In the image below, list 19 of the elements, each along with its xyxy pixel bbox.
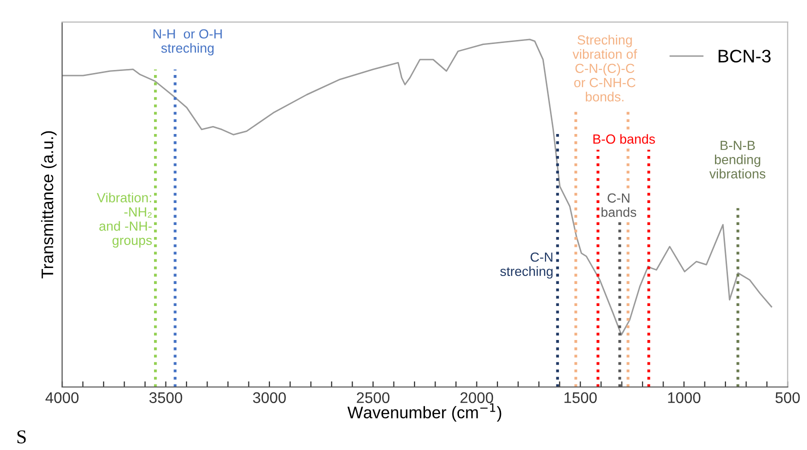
x-tick-label: 500	[776, 392, 800, 404]
x-tick-label: 1500	[564, 392, 597, 404]
x-axis-title: Wavenumber (cm$^{−1}$)	[347, 403, 502, 422]
x-tick-label: 2500	[356, 392, 390, 404]
x-tick-label: 1000	[668, 392, 700, 404]
x-tick-label: 3000	[253, 392, 286, 404]
text: S	[17, 430, 26, 444]
annotation: B-N-B bending vibrations	[709, 140, 766, 178]
x-tick-label: 3500	[149, 392, 182, 404]
annotation: Vibration: -NH₂ and -NH- groups	[96, 192, 152, 248]
annotation: N-H or O-H streching	[154, 29, 222, 56]
x-tick-label: 2000	[460, 392, 494, 404]
legend-label: BCN-3	[718, 50, 771, 63]
x-tick-label: 4000	[46, 392, 79, 404]
y-axis-title: Transmittance (a.u.)	[41, 131, 57, 278]
annotation: C-N streching	[500, 252, 553, 279]
annotation: C-N bands	[602, 193, 636, 217]
annotation: B-O bands	[593, 134, 655, 144]
annotation: Streching vibration of C-N-(C)-C or C-NH-C bonds.	[572, 34, 638, 102]
